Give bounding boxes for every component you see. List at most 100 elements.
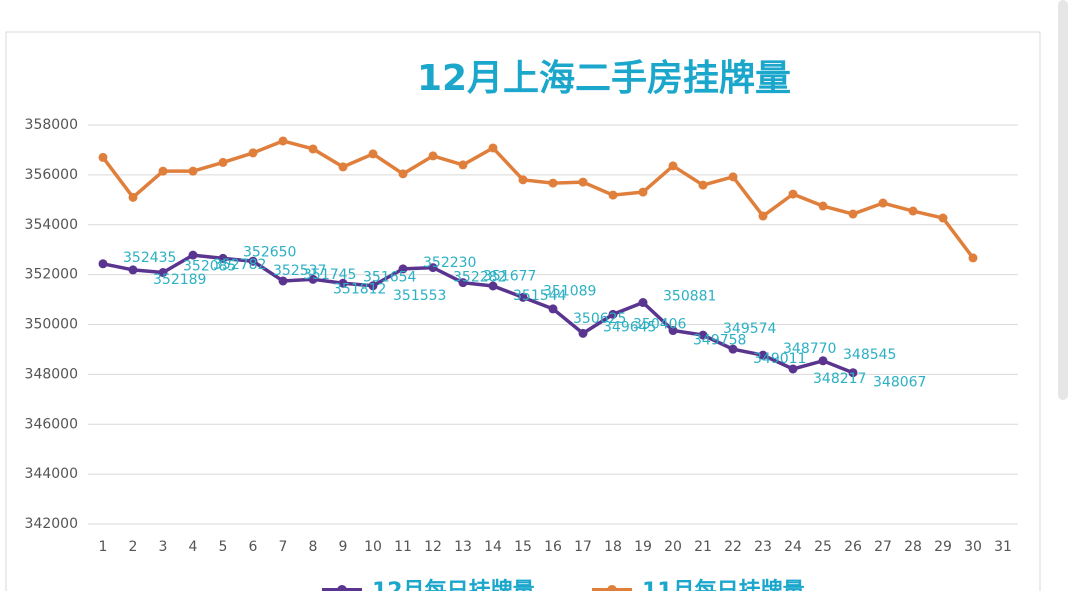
data-point bbox=[668, 326, 678, 336]
data-point bbox=[488, 143, 498, 153]
data-point bbox=[788, 364, 798, 374]
x-tick-label: 30 bbox=[964, 539, 982, 555]
x-tick-label: 15 bbox=[514, 539, 532, 555]
data-label: 352782 bbox=[213, 257, 266, 273]
data-point bbox=[668, 161, 678, 171]
series-line bbox=[101, 139, 975, 259]
data-point bbox=[848, 368, 858, 378]
data-label: 350881 bbox=[663, 289, 716, 305]
data-point bbox=[518, 175, 528, 185]
data-label: 348067 bbox=[873, 375, 926, 391]
y-tick-label: 350000 bbox=[25, 317, 78, 333]
x-tick-label: 13 bbox=[454, 539, 472, 555]
x-tick-label: 1 bbox=[99, 539, 108, 555]
data-point bbox=[608, 309, 618, 319]
data-point bbox=[608, 190, 618, 200]
data-point bbox=[368, 281, 378, 291]
data-label: 351544 bbox=[513, 288, 567, 304]
x-tick-label: 5 bbox=[219, 539, 228, 555]
x-tick-label: 14 bbox=[484, 539, 502, 555]
x-tick-label: 12 bbox=[424, 539, 442, 555]
data-point bbox=[158, 166, 168, 176]
data-label: 352650 bbox=[243, 244, 296, 260]
data-point bbox=[338, 162, 348, 172]
x-tick-label: 11 bbox=[394, 539, 412, 555]
data-point bbox=[278, 276, 288, 286]
data-label: 348770 bbox=[783, 341, 836, 357]
legend-label: 11月每日挂牌量 bbox=[642, 578, 805, 591]
x-tick-label: 27 bbox=[874, 539, 892, 555]
data-point bbox=[968, 253, 978, 263]
data-point bbox=[878, 198, 888, 208]
data-point bbox=[458, 160, 468, 170]
x-tick-label: 23 bbox=[754, 539, 772, 555]
x-tick-label: 6 bbox=[249, 539, 258, 555]
data-point bbox=[308, 144, 318, 154]
data-label: 350625 bbox=[573, 311, 626, 327]
data-point bbox=[638, 187, 648, 197]
data-point bbox=[128, 265, 138, 275]
x-tick-label: 18 bbox=[604, 539, 622, 555]
data-point bbox=[398, 169, 408, 179]
data-point bbox=[578, 328, 588, 338]
legend-marker bbox=[607, 585, 617, 591]
data-point bbox=[758, 350, 768, 360]
data-point bbox=[848, 209, 858, 219]
data-point bbox=[128, 192, 138, 202]
data-label: 351677 bbox=[483, 269, 536, 285]
x-tick-label: 28 bbox=[904, 539, 922, 555]
y-tick-label: 348000 bbox=[25, 366, 78, 382]
data-point bbox=[98, 152, 108, 162]
data-point bbox=[488, 281, 498, 291]
x-tick-label: 17 bbox=[574, 539, 592, 555]
data-label: 350406 bbox=[633, 316, 687, 332]
legend-label: 12月每日挂牌量 bbox=[372, 578, 535, 591]
data-label: 352435 bbox=[123, 250, 176, 266]
x-tick-label: 19 bbox=[634, 539, 652, 555]
data-label: 351654 bbox=[363, 269, 417, 285]
data-label: 351089 bbox=[543, 283, 596, 299]
x-tick-label: 22 bbox=[724, 539, 742, 555]
data-point bbox=[458, 278, 468, 288]
y-tick-label: 346000 bbox=[25, 416, 78, 432]
data-label: 349758 bbox=[693, 333, 746, 349]
x-tick-label: 10 bbox=[364, 539, 382, 555]
data-point bbox=[908, 206, 918, 216]
data-point bbox=[248, 256, 258, 266]
data-label: 348217 bbox=[813, 371, 866, 387]
data-point bbox=[188, 250, 198, 260]
x-tick-label: 26 bbox=[844, 539, 862, 555]
data-label: 352230 bbox=[423, 255, 476, 271]
data-point bbox=[188, 166, 198, 176]
chart-title: 12月上海二手房挂牌量 bbox=[417, 58, 791, 99]
x-tick-label: 29 bbox=[934, 539, 952, 555]
data-point bbox=[368, 149, 378, 159]
data-point bbox=[818, 201, 828, 211]
legend-marker bbox=[337, 585, 347, 591]
chart-frame bbox=[5, 31, 1041, 591]
x-tick-label: 2 bbox=[129, 539, 138, 555]
x-tick-label: 4 bbox=[189, 539, 198, 555]
x-tick-label: 20 bbox=[664, 539, 682, 555]
data-point bbox=[788, 189, 798, 199]
data-point bbox=[728, 172, 738, 182]
data-point bbox=[218, 253, 228, 263]
data-label: 352282 bbox=[453, 270, 506, 286]
y-tick-label: 354000 bbox=[25, 217, 78, 233]
data-point bbox=[518, 292, 528, 302]
data-point bbox=[338, 278, 348, 288]
x-tick-label: 25 bbox=[814, 539, 832, 555]
data-point bbox=[578, 177, 588, 187]
y-tick-label: 342000 bbox=[25, 516, 78, 532]
data-point bbox=[938, 213, 948, 223]
data-point bbox=[698, 180, 708, 190]
data-point bbox=[308, 274, 318, 284]
y-tick-label: 356000 bbox=[25, 167, 78, 183]
data-point bbox=[638, 298, 648, 308]
data-point bbox=[548, 304, 558, 314]
y-tick-label: 344000 bbox=[25, 466, 78, 482]
data-label: 348545 bbox=[843, 347, 896, 363]
y-tick-label: 352000 bbox=[25, 267, 78, 283]
